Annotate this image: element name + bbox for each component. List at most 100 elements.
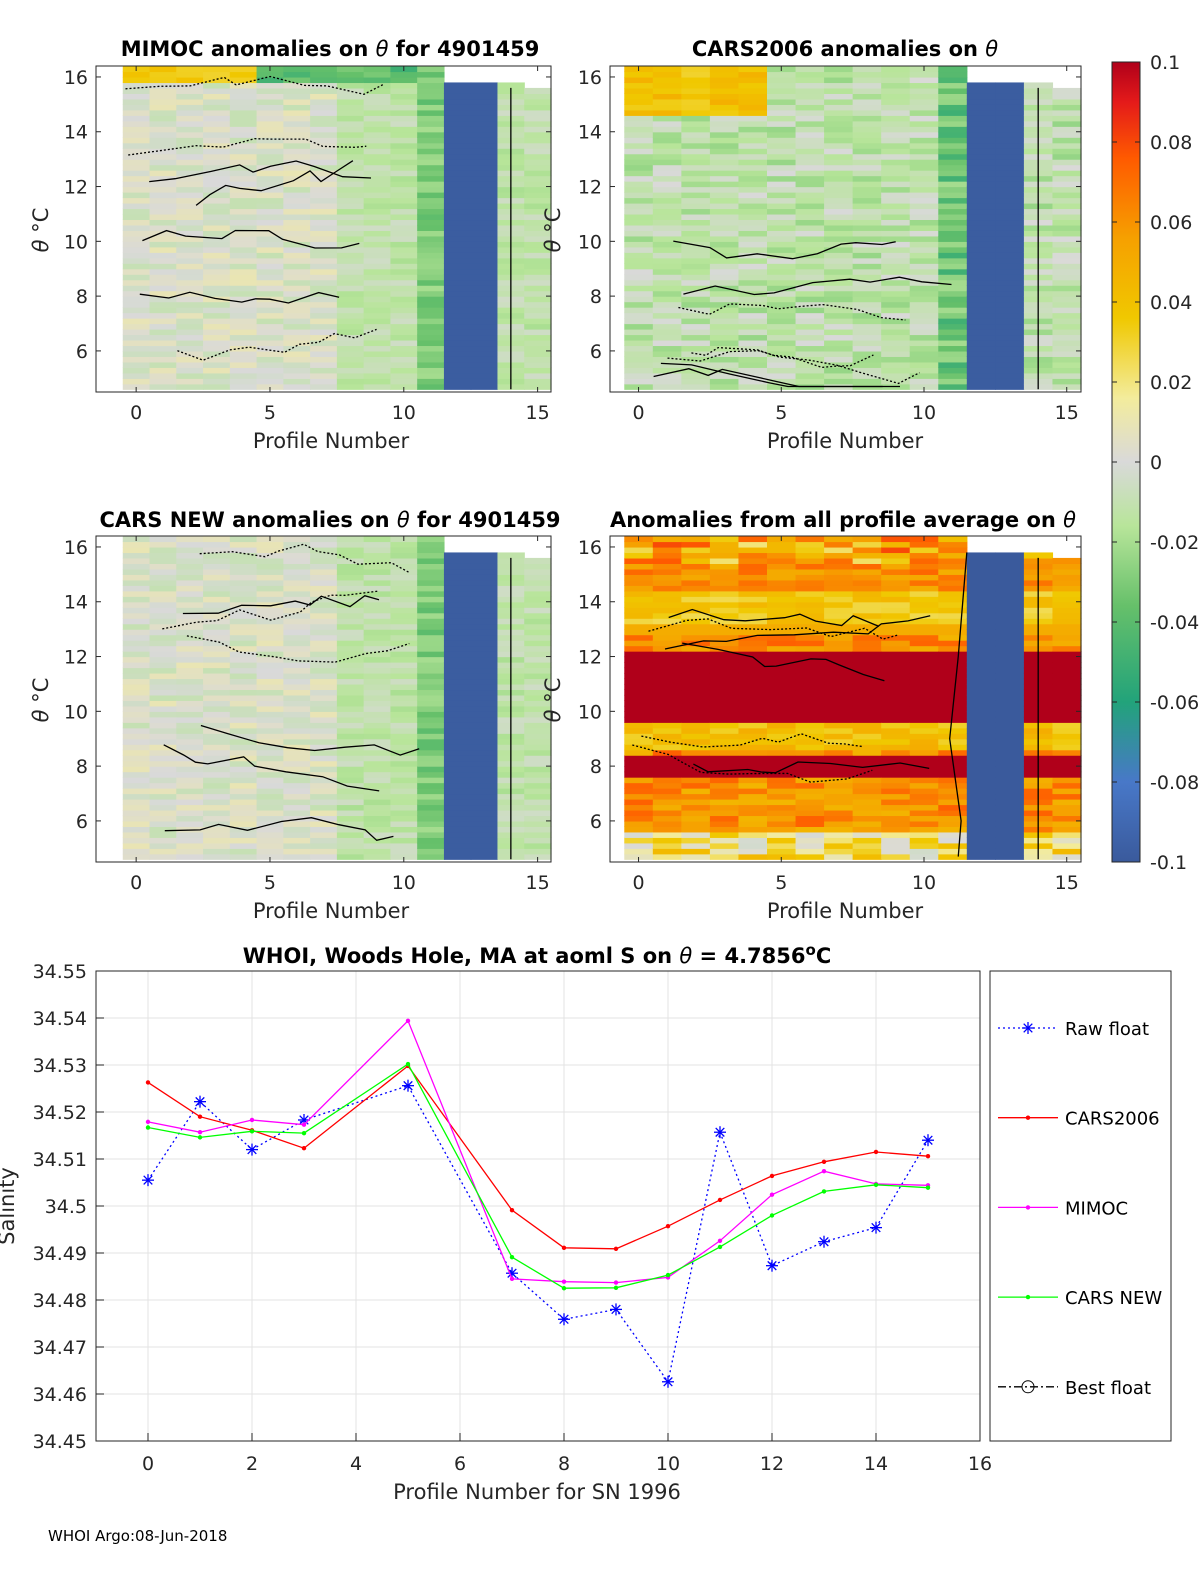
heatmap-cell	[176, 137, 204, 144]
heatmap-cell	[336, 318, 365, 325]
heatmap-cell	[443, 667, 472, 674]
heatmap-cell	[283, 241, 311, 248]
heatmap-cell	[881, 66, 911, 73]
heatmap-cell	[203, 640, 231, 647]
heatmap-cell	[149, 607, 177, 614]
heatmap-cell	[363, 274, 392, 281]
heatmap-cell	[336, 192, 365, 199]
heatmap-cell	[681, 716, 711, 723]
heatmap-cell	[149, 361, 177, 368]
heatmap-cell	[1052, 716, 1082, 723]
heatmap-cell	[149, 307, 177, 314]
heatmap-cell	[256, 192, 284, 199]
heatmap-cell	[624, 727, 654, 734]
heatmap-cell	[283, 82, 311, 89]
heatmap-cell	[524, 782, 552, 789]
heatmap-cell	[995, 224, 1025, 231]
heatmap-cell	[709, 312, 740, 319]
panel-4-xlabel: Profile Number	[767, 899, 924, 923]
heatmap-cell	[229, 574, 258, 581]
heatmap-cell	[652, 350, 682, 357]
heatmap-cell	[909, 230, 939, 237]
heatmap-cell	[795, 334, 825, 341]
heatmap-cell	[681, 290, 711, 297]
heatmap-cell	[795, 623, 825, 630]
heatmap-cell	[966, 263, 996, 270]
heatmap-cell	[652, 667, 682, 674]
heatmap-cell	[122, 115, 151, 122]
heatmap-cell	[203, 557, 231, 564]
heatmap-cell	[767, 383, 797, 390]
heatmap-cell	[767, 848, 797, 855]
heatmap-cell	[852, 323, 882, 330]
heatmap-cell	[824, 607, 854, 614]
heatmap-cell	[995, 842, 1025, 849]
heatmap-cell	[417, 350, 445, 357]
heatmap-cell	[852, 662, 882, 669]
heatmap-cell	[256, 159, 284, 166]
heatmap-cell	[681, 383, 711, 390]
heatmap-cell	[203, 826, 231, 833]
heatmap-cell	[417, 727, 445, 734]
heatmap-cell	[824, 120, 854, 127]
heatmap-cell	[909, 733, 939, 740]
heatmap-cell	[738, 568, 768, 575]
heatmap-cell	[149, 345, 177, 352]
heatmap-cell	[283, 574, 311, 581]
heatmap-cell	[795, 711, 825, 718]
heatmap-cell	[363, 678, 392, 685]
heatmap-cell	[681, 700, 711, 707]
heatmap-cell	[390, 711, 418, 718]
heatmap-cell	[652, 755, 682, 762]
heatmap-cell	[229, 126, 258, 133]
data-point	[769, 1173, 775, 1179]
heatmap-cell	[767, 667, 797, 674]
heatmap-cell	[795, 241, 825, 248]
heatmap-cell	[938, 76, 968, 84]
heatmap-cell	[497, 552, 525, 559]
heatmap-cell	[390, 175, 418, 182]
heatmap-cell	[417, 192, 445, 199]
heatmap-cell	[824, 848, 854, 855]
heatmap-cell	[256, 557, 284, 564]
heatmap-cell	[256, 328, 284, 336]
heatmap-cell	[229, 301, 258, 308]
heatmap-cell	[470, 307, 499, 314]
heatmap-cell	[363, 601, 392, 608]
heatmap-cell	[524, 744, 552, 751]
heatmap-cell	[966, 733, 996, 740]
heatmap-cell	[824, 131, 854, 138]
heatmap-cell	[795, 93, 825, 100]
heatmap-cell	[203, 175, 231, 182]
heatmap-cell	[122, 634, 151, 641]
heatmap-cell	[390, 738, 418, 745]
heatmap-cell	[470, 235, 499, 242]
heatmap-cell	[852, 328, 882, 336]
heatmap-cell	[709, 749, 740, 756]
colorbar-tick-label: -0.02	[1150, 532, 1199, 554]
heatmap-cell	[390, 82, 418, 89]
heatmap-cell	[229, 853, 258, 860]
heatmap-cell	[966, 328, 996, 336]
heatmap-cell	[738, 656, 768, 663]
heatmap-cell	[176, 328, 204, 336]
heatmap-cell	[681, 738, 711, 745]
heatmap-cell	[390, 246, 418, 253]
heatmap-cell	[624, 760, 654, 767]
heatmap-cell	[652, 815, 682, 822]
heatmap-cell	[417, 153, 445, 160]
heatmap-cell	[149, 82, 177, 89]
heatmap-cell	[310, 826, 338, 833]
heatmap-cell	[524, 257, 552, 264]
heatmap-cell	[524, 705, 552, 712]
heatmap-cell	[203, 246, 231, 253]
heatmap-cell	[1052, 749, 1082, 756]
heatmap-cell	[1052, 159, 1082, 166]
heatmap-cell	[652, 170, 682, 177]
heatmap-cell	[852, 590, 882, 597]
heatmap-cell	[909, 749, 939, 756]
heatmap-cell	[795, 596, 825, 603]
heatmap-cell	[336, 766, 365, 773]
heatmap-cell	[1052, 219, 1082, 226]
heatmap-cell	[652, 98, 682, 105]
